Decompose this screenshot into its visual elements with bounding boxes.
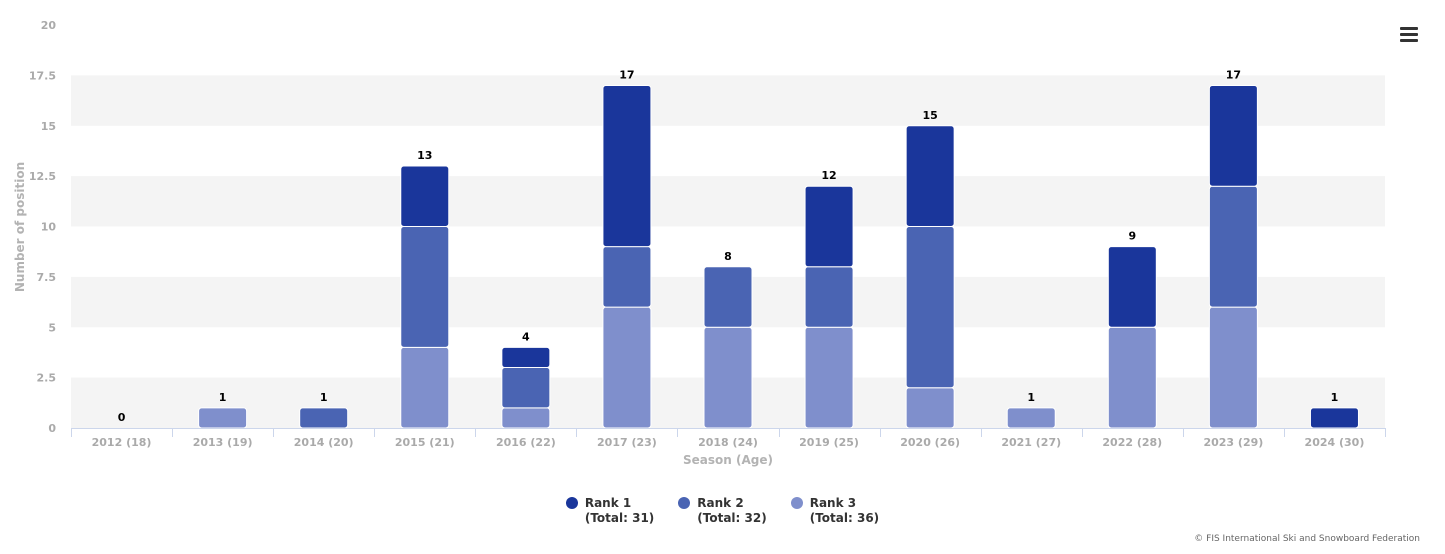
bars-group — [198, 84, 1359, 429]
legend-item-rank-3[interactable]: Rank 3 (Total: 36) — [790, 496, 879, 526]
y-tick-label: 15 — [41, 120, 56, 133]
bar-segment-rank-3[interactable] — [602, 306, 652, 429]
stack-total-label: 1 — [1027, 391, 1035, 404]
data-labels-group: 0 1 1 13 4 17 8 12 15 1 9 17 1 — [118, 68, 1339, 424]
legend-item-rank-2[interactable]: Rank 2 (Total: 32) — [678, 496, 767, 526]
hamburger-menu-icon-line — [1400, 27, 1418, 30]
x-tick-label: 2020 (26) — [900, 436, 960, 449]
bar-segment-rank-3[interactable] — [400, 346, 450, 429]
legend-series-total: (Total: 31) — [584, 511, 655, 525]
chart-menu-button[interactable] — [1396, 24, 1422, 48]
bar-segment-rank-3[interactable] — [1208, 306, 1258, 429]
stack-total-label: 8 — [724, 250, 732, 263]
hamburger-menu-icon-line — [1400, 39, 1418, 42]
plot-band — [71, 176, 1385, 227]
bar-segment-rank-1[interactable] — [501, 346, 551, 369]
y-tick-label: 2.5 — [37, 372, 57, 385]
bar-segment-rank-3[interactable] — [804, 326, 854, 429]
legend-marker-rank-2 — [678, 497, 691, 509]
hamburger-menu-icon-line — [1400, 33, 1418, 36]
x-tick-label: 2021 (27) — [1001, 436, 1061, 449]
x-axis-title: Season (Age) — [683, 453, 773, 467]
x-tick-label: 2023 (29) — [1203, 436, 1263, 449]
bar-segment-rank-3[interactable] — [905, 387, 955, 429]
bar-segment-rank-1[interactable] — [602, 84, 652, 248]
y-axis-title: Number of position — [13, 162, 27, 292]
bar-segment-rank-2[interactable] — [703, 266, 753, 328]
bar-segment-rank-3[interactable] — [703, 326, 753, 429]
bar-segment-rank-1[interactable] — [400, 165, 450, 228]
bar-segment-rank-3[interactable] — [198, 407, 248, 429]
y-axis: 0 2.5 5 7.5 10 12.5 15 17.5 20 — [29, 19, 56, 435]
legend-item-rank-1[interactable]: Rank 1 (Total: 31) — [565, 496, 654, 526]
bar-segment-rank-1[interactable] — [905, 125, 955, 227]
stack-total-label: 1 — [320, 391, 328, 404]
stack-total-label: 12 — [821, 169, 836, 182]
y-tick-label: 7.5 — [37, 271, 57, 284]
x-tick-label: 2014 (20) — [294, 436, 354, 449]
stack-total-label: 1 — [1331, 391, 1339, 404]
bar-segment-rank-2[interactable] — [905, 226, 955, 389]
legend-label-rank-2: Rank 2 (Total: 32) — [697, 496, 766, 526]
x-tick-label: 2019 (25) — [799, 436, 859, 449]
bar-segment-rank-1[interactable] — [1309, 407, 1359, 429]
y-tick-label: 5 — [48, 321, 56, 334]
legend: Rank 1 (Total: 31) Rank 2 (Total: 32) Ra… — [0, 496, 1445, 526]
bar-segment-rank-3[interactable] — [501, 407, 551, 429]
legend-series-total: (Total: 32) — [697, 511, 767, 525]
y-tick-label: 10 — [41, 221, 57, 234]
stack-total-label: 4 — [522, 330, 530, 343]
bar-segment-rank-2[interactable] — [501, 367, 551, 409]
bar-segment-rank-2[interactable] — [1208, 185, 1258, 308]
x-tick-label: 2024 (30) — [1305, 436, 1365, 449]
x-tick-label: 2017 (23) — [597, 436, 657, 449]
bar-segment-rank-1[interactable] — [1107, 246, 1157, 328]
x-tick-label: 2016 (22) — [496, 436, 556, 449]
stack-total-label: 17 — [619, 68, 634, 81]
x-tick-label: 2015 (21) — [395, 436, 455, 449]
x-tick-label: 2012 (18) — [92, 436, 152, 449]
x-axis: 2012 (18) 2013 (19) 2014 (20) 2015 (21) 2016… — [71, 428, 1386, 449]
legend-series-name: Rank 2 — [697, 496, 744, 510]
stack-total-label: 0 — [118, 411, 126, 424]
x-tick-label: 2013 (19) — [193, 436, 253, 449]
legend-series-name: Rank 3 — [809, 496, 857, 510]
stack-total-label: 17 — [1226, 68, 1241, 81]
bar-segment-rank-1[interactable] — [1208, 84, 1258, 187]
stack-total-label: 1 — [219, 391, 227, 404]
bar-segment-rank-2[interactable] — [804, 266, 854, 328]
x-tick-label: 2018 (24) — [698, 436, 758, 449]
legend-marker-rank-3 — [790, 497, 803, 509]
bar-segment-rank-2[interactable] — [299, 407, 349, 429]
bar-segment-rank-3[interactable] — [1107, 326, 1157, 429]
bar-segment-rank-3[interactable] — [1006, 407, 1056, 429]
bar-segment-rank-2[interactable] — [602, 246, 652, 308]
legend-marker-rank-1 — [565, 497, 578, 509]
y-tick-label: 20 — [41, 19, 57, 32]
stack-total-label: 15 — [922, 109, 937, 122]
plot-band — [71, 75, 1385, 126]
stack-total-label: 9 — [1128, 230, 1136, 243]
legend-label-rank-1: Rank 1 (Total: 31) — [585, 496, 654, 526]
legend-label-rank-3: Rank 3 (Total: 36) — [810, 496, 879, 526]
stack-total-label: 13 — [417, 149, 432, 162]
y-tick-label: 17.5 — [29, 69, 56, 82]
credits-link[interactable]: © FIS International Ski and Snowboard Fe… — [1194, 534, 1420, 544]
bar-segment-rank-1[interactable] — [804, 185, 854, 268]
bar-segment-rank-2[interactable] — [400, 226, 450, 348]
y-tick-label: 12.5 — [29, 170, 56, 183]
y-tick-label: 0 — [48, 422, 56, 435]
legend-series-total: (Total: 36) — [809, 511, 880, 525]
x-tick-label: 2022 (28) — [1102, 436, 1162, 449]
legend-series-name: Rank 1 — [584, 496, 632, 510]
